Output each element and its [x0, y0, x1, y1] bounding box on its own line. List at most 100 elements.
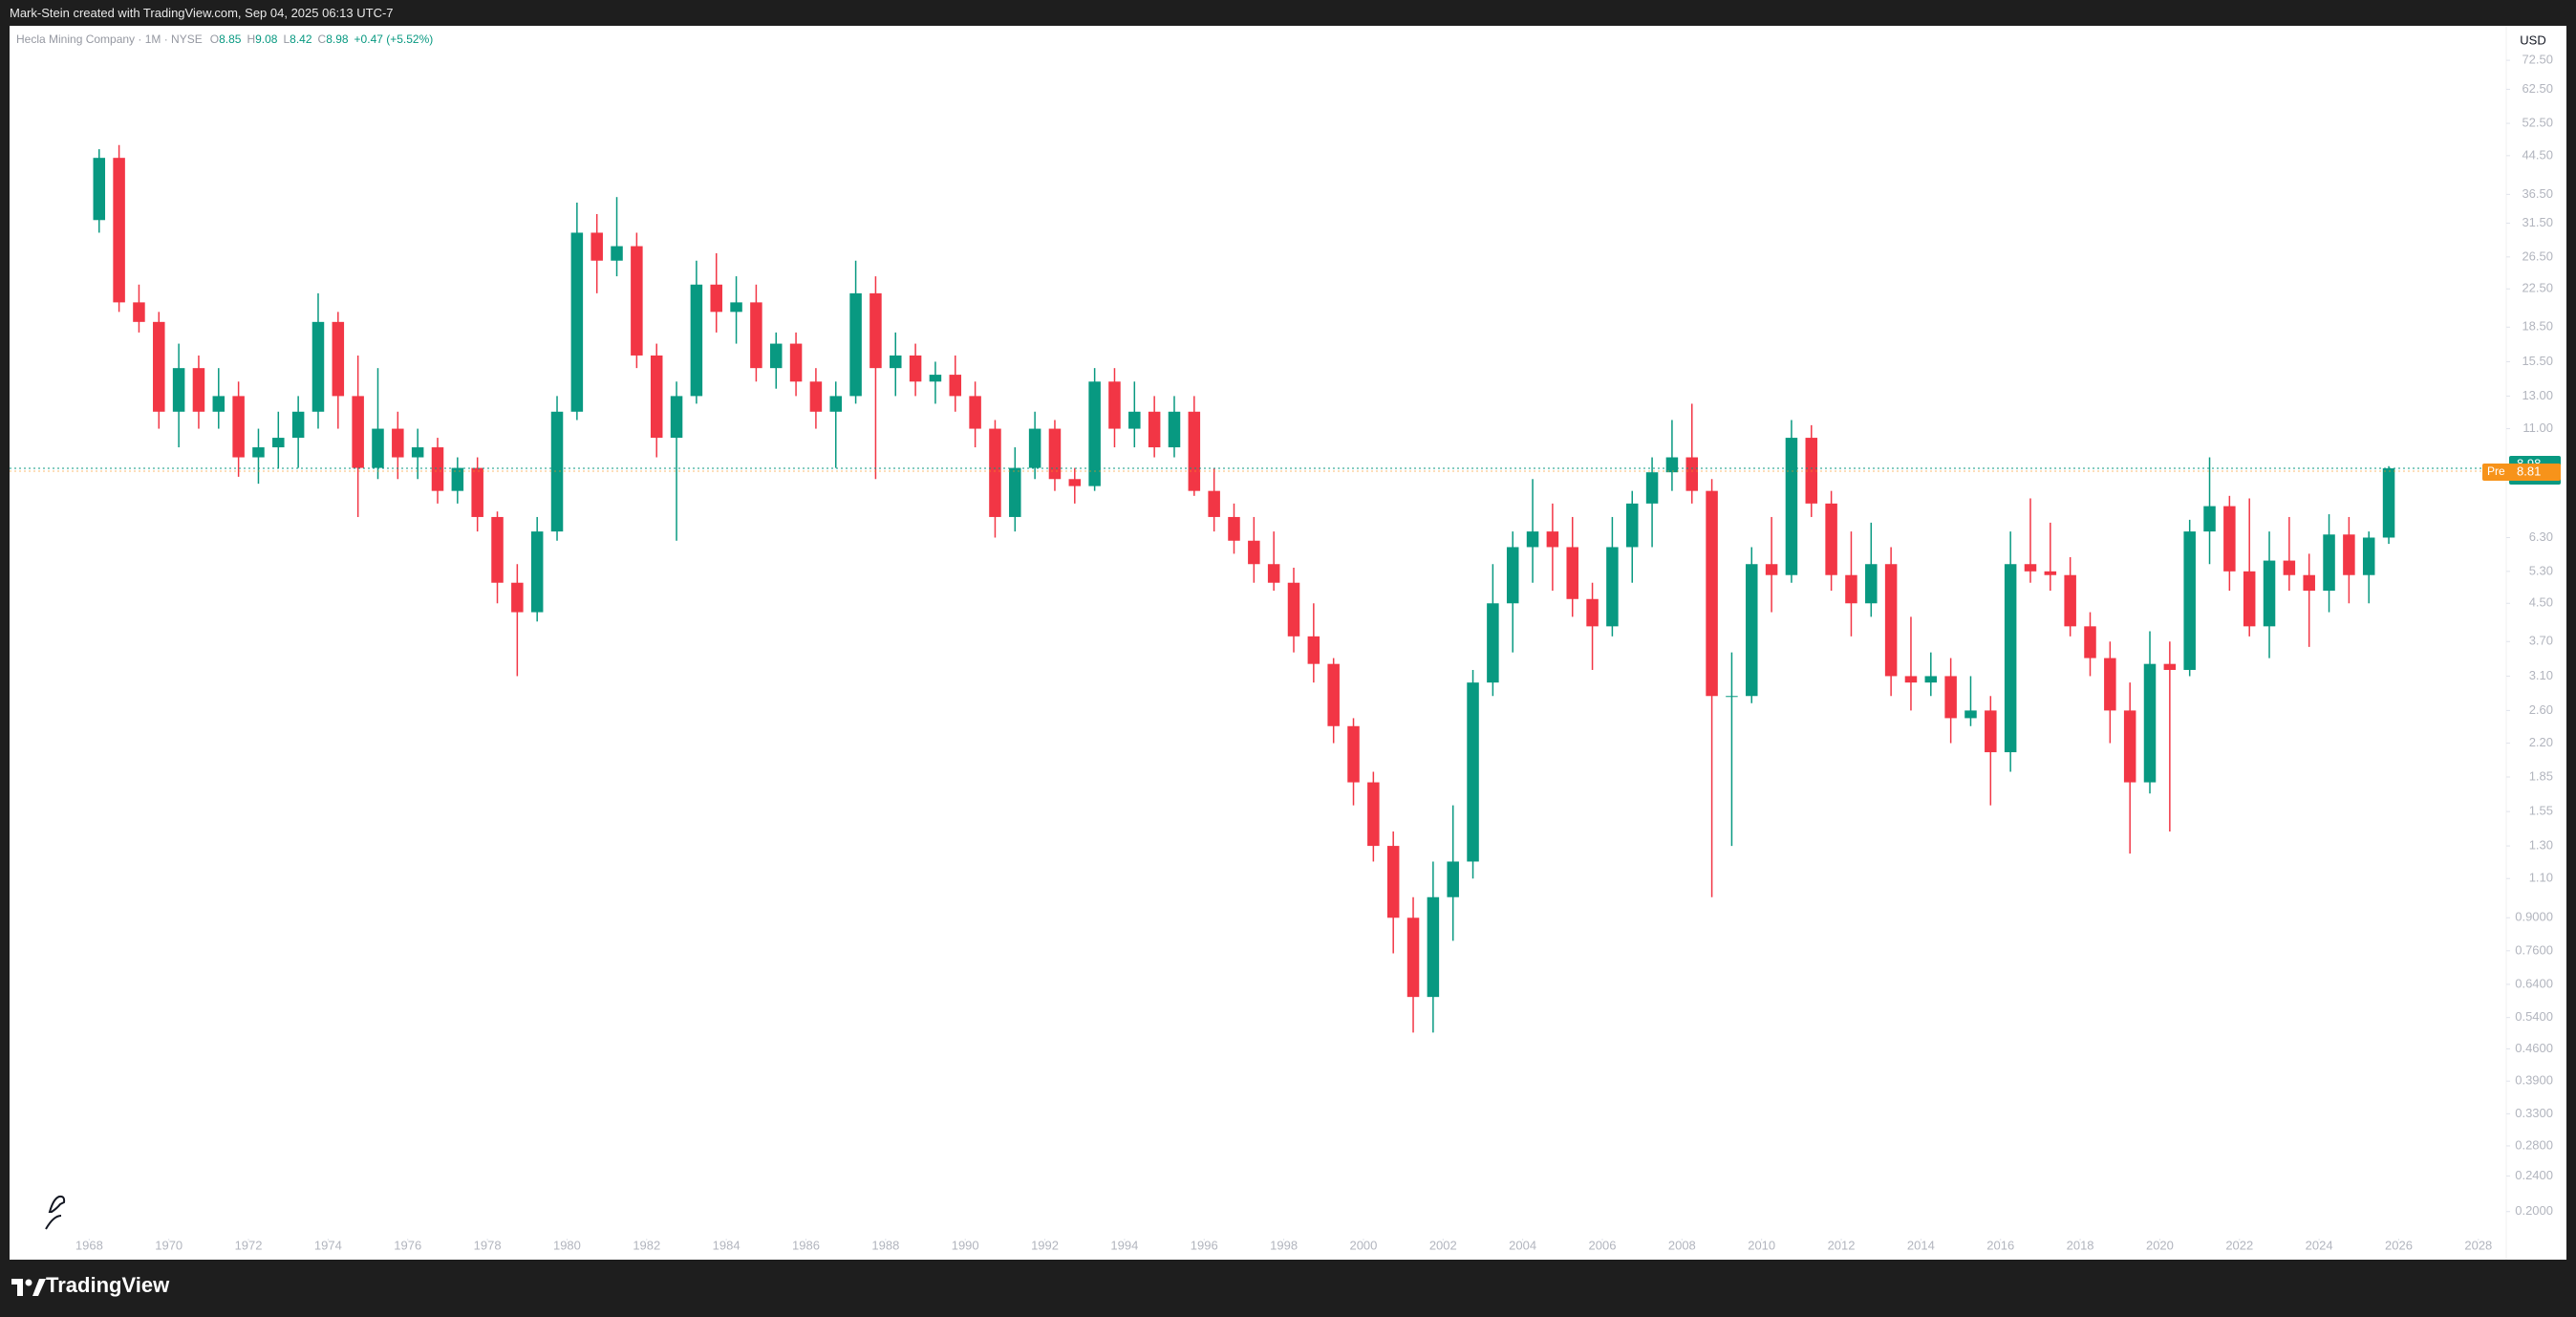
candle-body: [1765, 564, 1778, 575]
legend-symbol: Hecla Mining Company · 1M · NYSE: [16, 32, 203, 46]
candle-body: [730, 302, 742, 313]
y-tick-label: 36.50: [2522, 186, 2553, 201]
candle-body: [431, 447, 444, 491]
y-tick-label: 0.4600: [2515, 1041, 2553, 1055]
x-tick-label: 1986: [792, 1238, 820, 1252]
y-tick-label: 1.30: [2529, 838, 2553, 853]
candle-body: [789, 343, 803, 382]
candle-body: [2283, 560, 2296, 575]
candle-body: [1904, 676, 1918, 683]
pre-market-label: 8.81: [2517, 464, 2541, 478]
x-tick-label: 2016: [1986, 1238, 2014, 1252]
x-tick-label: 1972: [235, 1238, 263, 1252]
y-tick-label: 52.50: [2522, 116, 2553, 130]
x-tick-label: 2012: [1828, 1238, 1856, 1252]
candle-body: [1447, 861, 1459, 897]
candle-body: [471, 467, 483, 517]
candle-body: [2084, 626, 2096, 658]
x-tick-label: 1984: [713, 1238, 741, 1252]
candle-body: [291, 411, 305, 439]
x-tick-label: 1992: [1031, 1238, 1059, 1252]
candle-body: [113, 158, 125, 303]
candle-body: [530, 531, 544, 613]
y-tick-label: 0.2400: [2515, 1168, 2553, 1182]
candle-body: [1427, 896, 1440, 998]
candle-body: [1506, 547, 1519, 604]
candle-body: [1726, 696, 1738, 698]
candle-body: [750, 302, 762, 369]
candle-body: [93, 158, 106, 221]
candle-body: [2303, 574, 2315, 592]
candle-body: [172, 368, 185, 412]
candle-body: [1606, 547, 1619, 627]
candle-body: [511, 582, 524, 613]
x-tick-label: 2018: [2067, 1238, 2094, 1252]
candle-body: [969, 396, 981, 429]
candle-body: [2323, 534, 2335, 592]
y-tick-label: 5.30: [2529, 563, 2553, 577]
legend-text: Hecla Mining Company · 1M · NYSE O8.85 H9.…: [16, 32, 433, 46]
brand-icon: [11, 1279, 46, 1296]
candle-body: [2263, 560, 2276, 627]
candle-body: [2024, 564, 2037, 572]
candle-body: [1586, 598, 1599, 627]
candle-body: [890, 355, 902, 369]
x-tick-label: 2004: [1509, 1238, 1536, 1252]
candle-body: [2183, 531, 2196, 670]
logo-icon: [45, 1195, 66, 1230]
candle-body: [1048, 428, 1062, 480]
candle-body: [2143, 663, 2157, 783]
candle-body: [1487, 603, 1499, 683]
candle-body: [153, 321, 165, 412]
y-tick-label: 0.2000: [2515, 1203, 2553, 1218]
candle-body: [1088, 381, 1101, 486]
candle-body: [1168, 411, 1181, 448]
candle-body: [1865, 564, 1878, 604]
x-tick-label: 2020: [2146, 1238, 2174, 1252]
candle-body: [372, 428, 384, 468]
candle-body: [949, 375, 962, 397]
candle-body: [2243, 571, 2256, 627]
candle-body: [2004, 564, 2017, 753]
candle-body: [2362, 537, 2375, 575]
candle-body: [1108, 381, 1121, 429]
candle-body: [272, 438, 285, 448]
candle-body: [2343, 534, 2355, 575]
y-tick-label: 15.50: [2522, 354, 2553, 368]
candle-body: [332, 321, 345, 397]
candle-body: [1746, 564, 1758, 697]
candle-body: [451, 467, 464, 491]
candle-body: [849, 292, 862, 397]
y-tick-label: 31.50: [2522, 215, 2553, 229]
candle-body: [1706, 490, 1718, 697]
x-tick-label: 1990: [952, 1238, 979, 1252]
candle-body: [829, 396, 842, 412]
x-tick-label: 1980: [553, 1238, 581, 1252]
candle-body: [352, 396, 364, 468]
x-tick-label: 2008: [1668, 1238, 1696, 1252]
x-tick-label: 1994: [1110, 1238, 1138, 1252]
candle-body: [1924, 676, 1938, 683]
candle-body: [192, 368, 205, 412]
candle-body: [2044, 571, 2057, 575]
candle-body: [570, 232, 584, 412]
y-tick-label: 0.3300: [2515, 1106, 2553, 1120]
legend-close: 8.98: [326, 32, 349, 46]
candle-body: [690, 284, 703, 397]
candle-body: [311, 321, 325, 412]
candle-body: [1845, 574, 1857, 604]
candle-body: [550, 411, 564, 532]
candle-body: [2163, 663, 2177, 670]
candle-body: [1625, 503, 1639, 548]
candle-body: [2203, 506, 2216, 532]
x-tick-label: 1978: [474, 1238, 502, 1252]
x-tick-label: 1988: [871, 1238, 899, 1252]
candle-body: [1267, 564, 1280, 583]
candle-body: [1665, 457, 1679, 473]
x-tick-label: 1974: [314, 1238, 342, 1252]
legend-open: 8.85: [219, 32, 242, 46]
candle-body: [769, 343, 783, 369]
y-tick-label: 0.6400: [2515, 976, 2553, 990]
chart: USD Hecla Mining Company · 1M · NYSE O8.8…: [10, 26, 2566, 1260]
candle-body: [1805, 438, 1818, 504]
